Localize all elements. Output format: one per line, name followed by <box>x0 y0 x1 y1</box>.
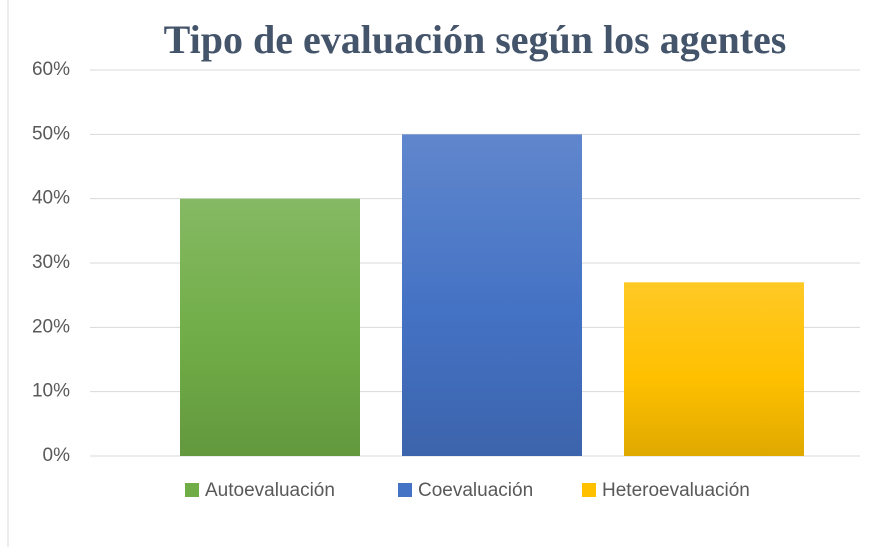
bar <box>402 134 582 457</box>
y-tick-label: 20% <box>32 316 70 337</box>
legend-label: Autoevaluación <box>205 480 335 501</box>
y-tick-label: 30% <box>32 252 70 273</box>
legend-label: Heteroevaluación <box>602 480 750 501</box>
y-tick-label: 40% <box>32 188 70 209</box>
legend-swatch <box>398 483 412 497</box>
chart-title: Tipo de evaluación según los agentes <box>164 17 787 62</box>
y-tick-label: 50% <box>32 123 70 144</box>
y-tick-label: 0% <box>43 445 71 466</box>
legend-label: Coevaluación <box>418 480 533 501</box>
legend-swatch <box>185 483 199 497</box>
y-tick-label: 10% <box>32 381 70 402</box>
legend-swatch <box>582 483 596 497</box>
bar <box>624 282 804 456</box>
bar <box>180 198 360 456</box>
y-tick-label: 60% <box>32 59 70 80</box>
